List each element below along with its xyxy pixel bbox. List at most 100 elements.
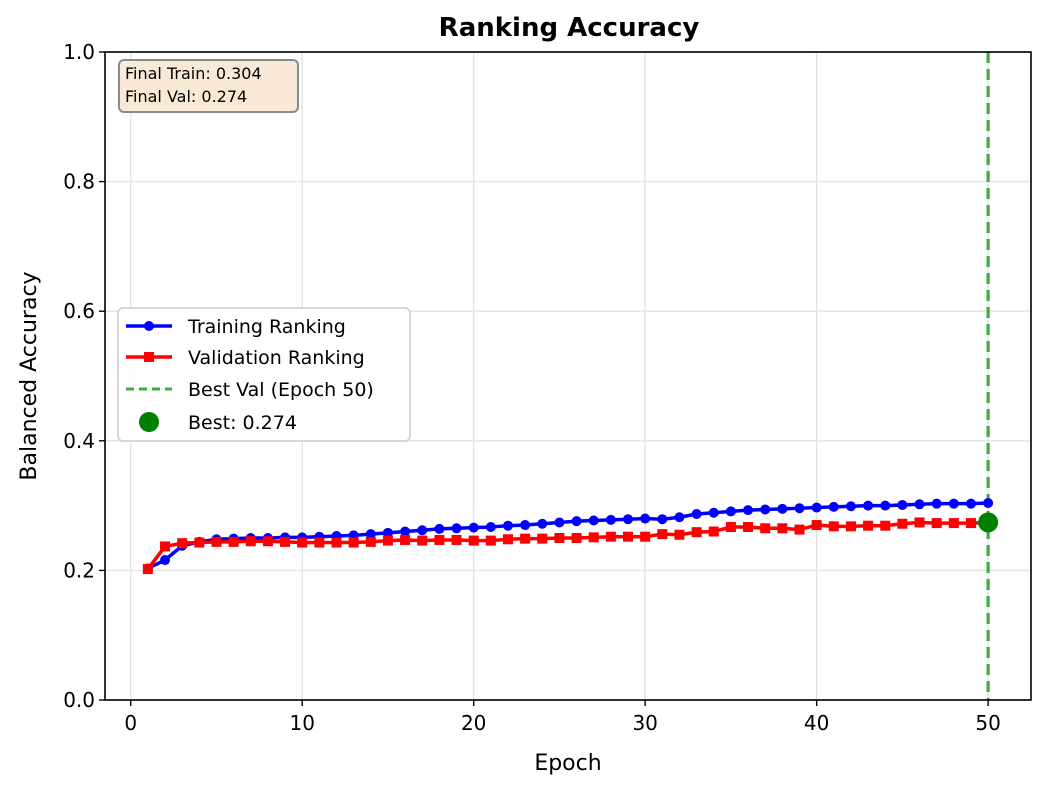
series-0-point-22: [520, 520, 531, 531]
series-1-point-24: [554, 533, 565, 543]
series-0-point-13: [365, 529, 376, 540]
series-0-point-47: [948, 498, 959, 509]
series-1-point-45: [914, 517, 925, 528]
x-axis-label: Epoch: [534, 751, 601, 776]
series-1-point-20: [485, 535, 496, 546]
series-0-point-19: [468, 522, 479, 533]
series-0-point-43: [880, 500, 891, 511]
annotation-final-train: Final Train: 0.304: [125, 64, 262, 83]
series-0-point-17: [434, 523, 445, 534]
series-0-point-15: [400, 526, 411, 537]
series-1-point-11: [331, 537, 342, 548]
y-tick-label-3: 0.6: [63, 299, 95, 323]
series-0-point-39: [811, 502, 822, 513]
y-tick-label-2: 0.4: [63, 429, 95, 453]
legend-item-training: Training Ranking: [126, 316, 346, 338]
final-metrics-annotation: Final Train: 0.304 Final Val: 0.274: [118, 59, 299, 113]
series-0-point-24: [554, 517, 565, 528]
series-1-point-47: [948, 518, 959, 529]
series-1-point-28: [623, 531, 634, 542]
annotation-box: [118, 59, 299, 113]
legend-item-best-point: Best: 0.274: [139, 412, 297, 434]
legend-validation-marker: [144, 352, 154, 362]
y-axis-label: Balanced Accuracy: [17, 271, 42, 480]
series-1-point-8: [280, 536, 291, 547]
series-1-point-48: [965, 518, 976, 529]
series-1-point-18: [451, 534, 462, 545]
series-1-point-42: [863, 520, 874, 531]
x-tick-label-4: 40: [804, 711, 829, 735]
series-0-point-37: [777, 503, 788, 514]
chart-title: Ranking Accuracy: [439, 13, 700, 43]
series-0-point-21: [502, 520, 513, 531]
legend-item-validation: Validation Ranking: [126, 347, 365, 369]
series-1-point-21: [502, 534, 513, 545]
series-1-point-40: [828, 521, 839, 532]
y-tick-label-1: 0.2: [63, 558, 95, 582]
series-1-point-37: [777, 523, 788, 534]
annotation-final-val: Final Val: 0.274: [125, 87, 247, 106]
legend-best-val-label: Best Val (Epoch 50): [188, 379, 374, 401]
legend-item-best-val: Best Val (Epoch 50): [126, 379, 374, 401]
y-tick-label-5: 1.0: [63, 40, 95, 64]
series-1-point-14: [382, 535, 393, 546]
series-1-point-3: [194, 537, 205, 548]
series-0-point-25: [571, 516, 582, 527]
series-0-point-44: [897, 499, 908, 510]
series-0-point-23: [537, 518, 548, 529]
series-layer: [142, 498, 994, 575]
best-point-layer: [978, 512, 999, 533]
series-0-point-42: [863, 500, 874, 511]
series-0-point-26: [588, 515, 599, 526]
series-0-point-49: [983, 498, 994, 509]
series-1-point-27: [605, 531, 616, 542]
x-tick-label-3: 30: [632, 711, 657, 735]
legend-training-label: Training Ranking: [187, 316, 346, 338]
series-1-point-7: [262, 536, 273, 547]
series-0-point-40: [828, 501, 839, 512]
y-tick-label-4: 0.8: [63, 170, 95, 194]
legend: Training Ranking Validation Ranking Best…: [117, 307, 411, 442]
series-1-point-31: [674, 529, 685, 540]
series-1-point-6: [245, 536, 256, 547]
series-1-point-36: [760, 523, 771, 534]
series-1-point-15: [400, 534, 411, 545]
series-1-point-43: [880, 520, 891, 531]
series-1-point-32: [691, 527, 702, 538]
series-1-point-26: [588, 532, 599, 543]
series-1-point-2: [177, 538, 188, 549]
series-0-point-35: [743, 505, 754, 516]
series-1-point-1: [160, 541, 171, 552]
series-0-point-34: [725, 506, 736, 517]
axis-ticks: 0 10 20 30 40 50 0.0 0.2 0.4 0.6 0.8 1.0: [63, 40, 1001, 735]
legend-validation-label: Validation Ranking: [188, 347, 365, 369]
x-tick-label-2: 20: [461, 711, 486, 735]
series-0-point-18: [451, 523, 462, 534]
series-1-point-23: [537, 533, 548, 544]
series-1-group: [142, 517, 994, 575]
series-1-point-34: [725, 521, 736, 532]
x-tick-label-5: 50: [975, 711, 1000, 735]
series-1-point-39: [811, 520, 822, 531]
series-0-point-41: [845, 501, 856, 512]
plot-frame: [104, 51, 1032, 701]
series-1-point-5: [228, 536, 239, 547]
y-tick-label-0: 0.0: [63, 688, 95, 712]
series-1-point-10: [314, 537, 325, 548]
series-1-point-33: [708, 526, 719, 537]
series-1-point-29: [640, 531, 651, 542]
series-1-point-9: [297, 537, 308, 548]
x-tick-label-0: 0: [124, 711, 137, 735]
series-0-point-31: [674, 512, 685, 523]
series-1-point-30: [657, 529, 668, 540]
series-0-point-14: [382, 527, 393, 538]
series-1-point-35: [743, 521, 754, 532]
series-0-point-48: [965, 498, 976, 509]
series-0-point-46: [931, 498, 942, 509]
series-1-point-41: [845, 521, 856, 532]
series-0-point-33: [708, 507, 719, 518]
series-1-point-17: [434, 534, 445, 545]
series-0-point-30: [657, 514, 668, 525]
series-0-point-16: [417, 525, 428, 536]
